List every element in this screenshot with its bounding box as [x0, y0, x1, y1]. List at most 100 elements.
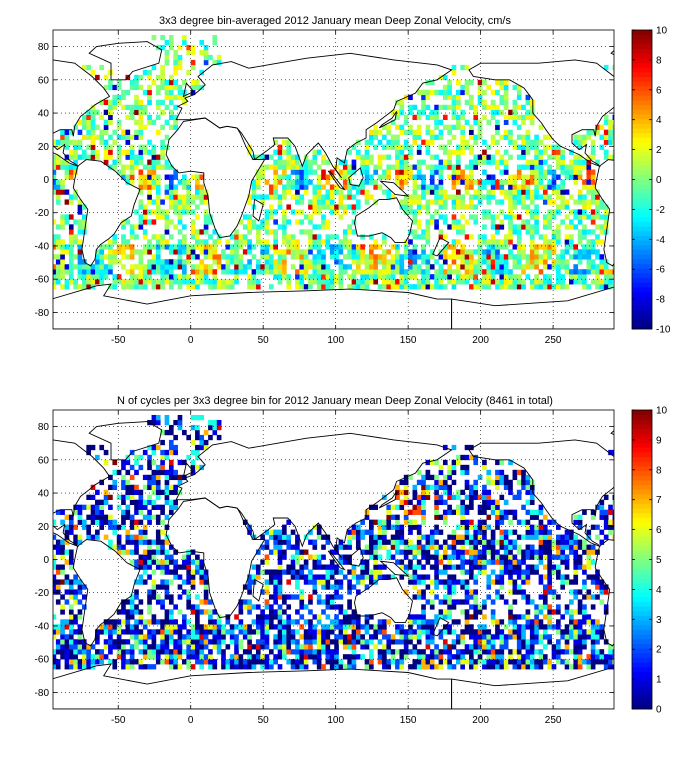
bin-cell	[134, 634, 139, 640]
bin-cell	[542, 539, 548, 545]
bin-cell	[534, 134, 539, 140]
bin-cell	[377, 649, 383, 655]
bin-cell	[260, 264, 265, 270]
bin-cell	[64, 659, 70, 665]
bin-cell	[369, 529, 374, 535]
bin-cell	[412, 164, 418, 170]
bin-cell	[412, 259, 418, 265]
bin-cell	[586, 629, 592, 635]
bin-cell	[403, 629, 409, 635]
bin-cell	[142, 104, 148, 111]
bin-cell	[412, 574, 418, 580]
bin-cell	[108, 539, 113, 545]
bin-cell	[286, 594, 292, 600]
bin-cell	[560, 274, 566, 280]
bin-cell	[590, 579, 596, 585]
bin-cell	[125, 149, 131, 155]
bin-cell	[412, 544, 418, 550]
bin-cell	[286, 519, 292, 525]
bin-cell	[377, 139, 383, 145]
bin-cell	[460, 539, 465, 545]
bin-cell	[421, 604, 426, 610]
bin-cell	[525, 184, 531, 190]
bin-cell	[303, 649, 309, 655]
colorbar-step	[632, 193, 652, 199]
bin-cell	[455, 204, 461, 210]
bin-cell	[464, 144, 470, 150]
bin-cell	[525, 179, 531, 185]
bin-cell	[547, 209, 552, 215]
bin-cell	[142, 569, 148, 575]
bin-cell	[490, 554, 496, 560]
bin-cell	[277, 174, 283, 180]
bin-cell	[473, 274, 479, 280]
bin-cell	[164, 559, 170, 565]
bin-cell	[168, 609, 174, 615]
bin-cell	[538, 179, 544, 185]
bin-cell	[373, 244, 379, 250]
bin-cell	[560, 219, 566, 225]
bin-cell	[586, 554, 592, 560]
bin-cell	[73, 579, 78, 585]
colorbar-step	[632, 90, 652, 96]
bin-cell	[338, 659, 344, 665]
bin-cell	[416, 594, 422, 600]
bin-cell	[547, 574, 552, 580]
bin-cell	[434, 554, 439, 560]
bin-cell	[590, 549, 596, 555]
bin-cell	[377, 564, 383, 570]
bin-cell	[499, 79, 505, 86]
bin-cell	[290, 564, 296, 570]
bin-cell	[177, 639, 183, 645]
bin-cell	[164, 524, 170, 530]
bin-cell	[68, 194, 74, 200]
bin-cell	[399, 634, 405, 640]
bin-cell	[386, 519, 392, 525]
bin-cell	[342, 629, 348, 635]
bin-cell	[255, 264, 261, 270]
bin-cell	[438, 599, 444, 605]
bin-cell	[303, 659, 309, 665]
bin-cell	[182, 624, 187, 630]
bin-cell	[338, 579, 344, 585]
bin-cell	[586, 239, 592, 245]
colorbar-step	[632, 314, 652, 321]
bin-cell	[521, 249, 526, 255]
bin-cell	[173, 564, 178, 570]
bin-cell	[334, 164, 339, 170]
bin-cell	[403, 654, 409, 660]
bin-cell	[221, 269, 226, 275]
bin-cell	[273, 139, 278, 145]
bin-cell	[173, 94, 178, 101]
bin-cell	[421, 594, 426, 600]
bin-cell	[68, 634, 74, 640]
bin-cell	[60, 189, 65, 195]
bin-cell	[586, 204, 592, 210]
bin-cell	[556, 274, 561, 280]
bin-cell	[455, 114, 461, 120]
bin-cell	[116, 524, 122, 530]
bin-cell	[399, 174, 405, 180]
bin-cell	[95, 629, 100, 635]
bin-cell	[121, 234, 126, 240]
bin-cell	[347, 579, 352, 585]
bin-cell	[325, 224, 331, 230]
bin-cell	[512, 244, 518, 250]
bin-cell	[512, 559, 518, 565]
bin-cell	[338, 594, 344, 600]
bin-cell	[395, 114, 400, 120]
bin-cell	[99, 99, 105, 106]
bin-cell	[573, 609, 579, 615]
bin-cell	[395, 174, 400, 180]
bin-cell	[99, 264, 105, 270]
bin-cell	[560, 549, 566, 555]
bin-cell	[60, 219, 65, 225]
bin-cell	[190, 264, 196, 270]
bin-cell	[299, 179, 305, 185]
bin-cell	[469, 604, 474, 610]
bin-cell	[103, 139, 109, 145]
bin-cell	[438, 514, 444, 520]
bin-cell	[582, 224, 587, 230]
bin-cell	[360, 284, 365, 290]
bin-cell	[464, 559, 470, 565]
